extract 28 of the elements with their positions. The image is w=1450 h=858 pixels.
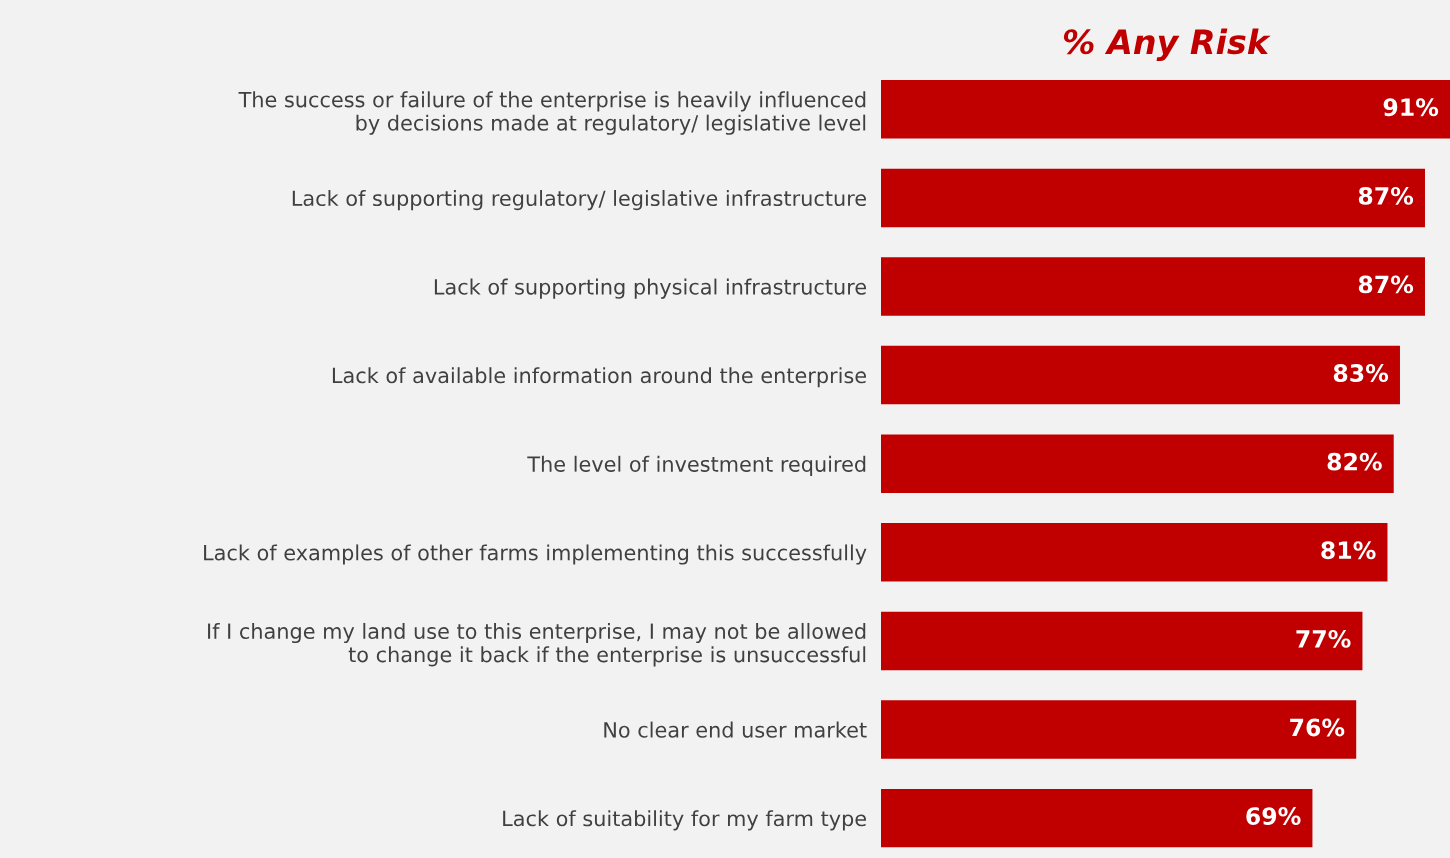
bar bbox=[881, 257, 1425, 316]
bar bbox=[881, 168, 1425, 228]
y-tick-label: Lack of suitability for my farm type bbox=[503, 810, 867, 831]
data-label: 87% bbox=[1358, 275, 1414, 294]
data-label: 77% bbox=[1296, 629, 1351, 648]
y-tick-label: Lack of supporting regulatory/ legislative infrastructure bbox=[292, 189, 867, 211]
bar bbox=[881, 80, 1450, 139]
data-label: 81% bbox=[1321, 541, 1376, 560]
bar bbox=[881, 523, 1388, 582]
data-label: 91% bbox=[1383, 98, 1439, 117]
data-label: 82% bbox=[1327, 452, 1382, 471]
y-tick-label: No clear end user market bbox=[604, 721, 867, 738]
bar bbox=[881, 611, 1363, 671]
y-tick-label: Lack of available information around the enterprise bbox=[332, 367, 866, 388]
bar bbox=[881, 345, 1400, 405]
y-tick-label: Lack of examples of other farms implementing this successfully bbox=[204, 544, 867, 565]
bar bbox=[881, 434, 1394, 493]
bar bbox=[881, 700, 1357, 759]
y-tick-label: The level of investment required bbox=[527, 455, 866, 476]
y-tick-label: If I change my land use to this enterprise, I may not be allowed to change it back if the enterprise is unsuccessful bbox=[208, 622, 866, 667]
data-label: 83% bbox=[1333, 364, 1389, 382]
data-label: 87% bbox=[1358, 186, 1414, 205]
data-label: 76% bbox=[1290, 718, 1345, 737]
text: % Any Risk bbox=[1063, 28, 1271, 62]
data-label: 69% bbox=[1246, 807, 1301, 825]
bar bbox=[881, 788, 1313, 848]
y-tick-label: Lack of supporting physical infrastructure bbox=[434, 278, 867, 299]
y-tick-label: The success or failure of the enterprise is heavily influenced by decisions made at regulatory/ legislative level bbox=[238, 91, 866, 135]
